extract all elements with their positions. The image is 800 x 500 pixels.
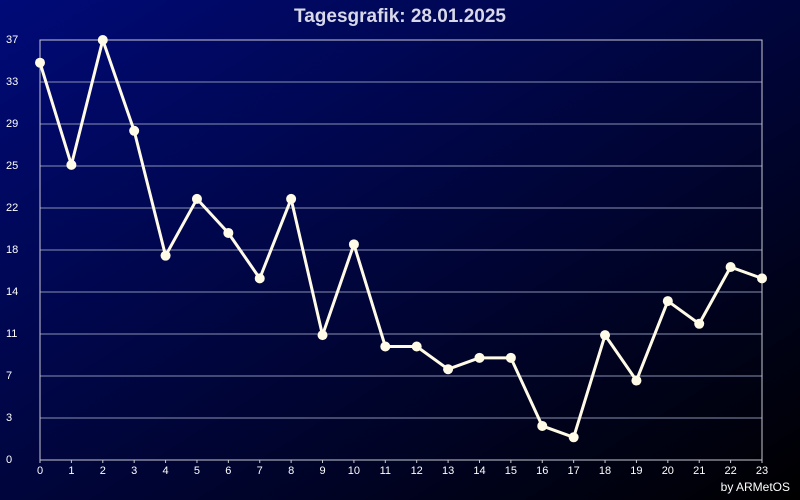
x-tick-label: 4 xyxy=(163,465,169,477)
x-tick-label: 2 xyxy=(100,465,106,477)
point xyxy=(191,193,202,204)
point xyxy=(757,273,767,284)
x-tick-label: 1 xyxy=(68,465,74,477)
x-tick-label: 18 xyxy=(599,465,611,477)
x-tick-label: 10 xyxy=(348,465,360,477)
point xyxy=(286,193,297,204)
credit: by ARMetOS xyxy=(721,480,790,494)
x-tick-label: 7 xyxy=(257,465,263,477)
point xyxy=(505,352,516,363)
x-tick-label: 19 xyxy=(630,465,642,477)
point xyxy=(348,239,359,250)
point xyxy=(725,262,736,273)
point xyxy=(35,57,45,68)
x-tick-label: 8 xyxy=(288,465,294,477)
y-tick-label: 25 xyxy=(6,160,18,172)
point xyxy=(537,420,548,431)
x-tick-label: 16 xyxy=(536,465,548,477)
marks xyxy=(35,35,767,443)
plot-border xyxy=(39,39,763,461)
line xyxy=(38,38,763,439)
y-tick-label: 33 xyxy=(6,76,18,88)
y-tick-label: 7 xyxy=(6,370,12,382)
x-tick-label: 14 xyxy=(473,465,485,477)
x-tick-label: 20 xyxy=(662,465,674,477)
point xyxy=(317,330,328,341)
x-tick-label: 3 xyxy=(131,465,137,477)
x-tick-label: 11 xyxy=(380,465,391,477)
y-tick-label: 37 xyxy=(6,34,18,46)
x-tick-label: 9 xyxy=(319,465,325,477)
x-tick-label: 23 xyxy=(756,465,768,477)
point xyxy=(160,250,171,261)
point xyxy=(662,296,673,307)
x-tick-label: 6 xyxy=(225,465,231,477)
point xyxy=(694,318,705,329)
y-tick-label: 11 xyxy=(6,328,17,340)
x-tick-label: 17 xyxy=(568,465,580,477)
x-tick-label: 13 xyxy=(442,465,454,477)
point xyxy=(254,273,265,284)
point xyxy=(568,432,579,443)
y-tick-label: 14 xyxy=(6,286,18,298)
x-tick-label: 12 xyxy=(411,465,423,477)
point xyxy=(411,341,422,352)
x-tick-label: 5 xyxy=(194,465,200,477)
point xyxy=(97,35,108,45)
point xyxy=(631,375,642,386)
chart-title: Tagesgrafik: 28.01.2025 xyxy=(294,6,506,27)
y-tick-label: 29 xyxy=(6,118,18,130)
x-tick-label: 22 xyxy=(724,465,736,477)
y-tick-label: 0 xyxy=(6,454,12,466)
y-tick-label: 18 xyxy=(6,244,18,256)
y-tick-label: 3 xyxy=(6,412,12,424)
point xyxy=(443,364,454,375)
point xyxy=(474,352,485,363)
y-tick-label: 22 xyxy=(6,202,18,214)
point xyxy=(380,341,391,352)
point xyxy=(600,330,611,341)
x-tick-label: 0 xyxy=(37,465,43,477)
x-tick-label: 15 xyxy=(505,465,517,477)
x-tick-label: 21 xyxy=(693,465,705,477)
point xyxy=(66,159,77,170)
point xyxy=(129,125,140,136)
point xyxy=(223,227,234,238)
